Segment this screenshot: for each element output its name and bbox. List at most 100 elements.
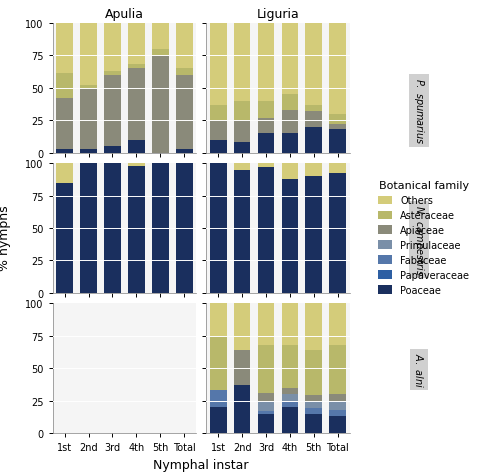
Bar <box>80 24 97 86</box>
Bar <box>234 121 251 143</box>
Bar <box>258 411 274 414</box>
Bar <box>330 416 346 433</box>
Bar <box>258 414 274 433</box>
Bar <box>282 179 298 293</box>
Bar <box>258 134 274 153</box>
Bar <box>128 140 145 153</box>
Bar <box>234 24 251 101</box>
Bar <box>282 394 298 401</box>
Text: % nymphs: % nymphs <box>0 205 11 271</box>
Bar <box>330 410 346 416</box>
Bar <box>104 164 121 293</box>
Bar <box>56 74 73 99</box>
Bar <box>176 149 193 153</box>
Bar <box>152 50 169 56</box>
Bar <box>258 345 274 393</box>
Bar <box>128 65 145 69</box>
Bar <box>282 401 298 407</box>
Text: Nymphal instar: Nymphal instar <box>153 458 249 471</box>
Bar <box>330 401 346 410</box>
Bar <box>258 393 274 402</box>
Bar <box>104 76 121 147</box>
Bar <box>128 164 145 166</box>
Bar <box>210 164 227 293</box>
Bar <box>128 69 145 140</box>
Bar <box>306 177 322 293</box>
Bar <box>258 119 274 134</box>
Bar <box>176 76 193 149</box>
Bar <box>330 130 346 153</box>
Bar <box>282 134 298 153</box>
Bar <box>56 149 73 153</box>
Bar <box>258 304 274 345</box>
Title: Liguria: Liguria <box>257 8 299 21</box>
Bar <box>306 402 322 408</box>
Text: $\it{A.\ alni}$: $\it{A.\ alni}$ <box>413 352 425 387</box>
Bar <box>56 164 73 183</box>
Bar <box>56 183 73 293</box>
Bar <box>282 95 298 110</box>
Bar <box>330 394 346 401</box>
Bar <box>210 304 227 336</box>
Bar <box>306 112 322 128</box>
Bar <box>104 72 121 76</box>
Bar <box>152 164 169 293</box>
Bar <box>56 99 73 149</box>
Bar <box>330 345 346 394</box>
Bar <box>152 56 169 153</box>
Bar <box>104 147 121 153</box>
Bar <box>176 69 193 76</box>
Bar <box>330 24 346 115</box>
Bar <box>234 101 251 121</box>
Bar <box>258 24 274 101</box>
Bar <box>234 350 251 385</box>
Legend: Others, Asteraceae, Apiaceae, Primulaceae, Fabaceae, Papaveraceae, Poaceae: Others, Asteraceae, Apiaceae, Primulacea… <box>373 176 474 300</box>
Bar <box>80 90 97 149</box>
Text: $\it{P.\ spumarius}$: $\it{P.\ spumarius}$ <box>412 78 426 144</box>
Bar <box>282 110 298 134</box>
Bar <box>104 24 121 72</box>
Bar <box>258 402 274 411</box>
Bar <box>330 115 346 125</box>
Bar <box>306 414 322 433</box>
Bar <box>258 164 274 168</box>
Bar <box>330 304 346 345</box>
Bar <box>56 24 73 74</box>
Bar <box>306 304 322 350</box>
Bar <box>330 174 346 293</box>
Bar <box>80 164 97 293</box>
Bar <box>234 385 251 433</box>
Bar <box>234 143 251 153</box>
Bar <box>80 86 97 90</box>
Bar <box>306 24 322 105</box>
Bar <box>210 121 227 140</box>
Bar <box>128 166 145 293</box>
Bar <box>210 140 227 153</box>
Bar <box>330 164 346 174</box>
Bar <box>210 336 227 390</box>
Bar <box>234 170 251 293</box>
Bar <box>306 164 322 177</box>
Bar <box>282 388 298 394</box>
Bar <box>258 101 274 119</box>
Bar <box>234 164 251 170</box>
Bar <box>282 304 298 345</box>
Bar <box>306 128 322 153</box>
Bar <box>234 304 251 350</box>
Bar <box>210 105 227 121</box>
Bar <box>258 168 274 293</box>
Bar <box>152 24 169 50</box>
Bar <box>210 407 227 433</box>
Title: Apulia: Apulia <box>105 8 144 21</box>
Bar <box>128 24 145 65</box>
Bar <box>176 24 193 69</box>
Bar <box>306 408 322 414</box>
Bar <box>330 125 346 130</box>
Bar <box>282 407 298 433</box>
Bar <box>306 105 322 112</box>
Bar <box>282 164 298 179</box>
Bar <box>282 24 298 95</box>
Bar <box>80 149 97 153</box>
Bar <box>210 24 227 105</box>
Bar <box>306 396 322 402</box>
